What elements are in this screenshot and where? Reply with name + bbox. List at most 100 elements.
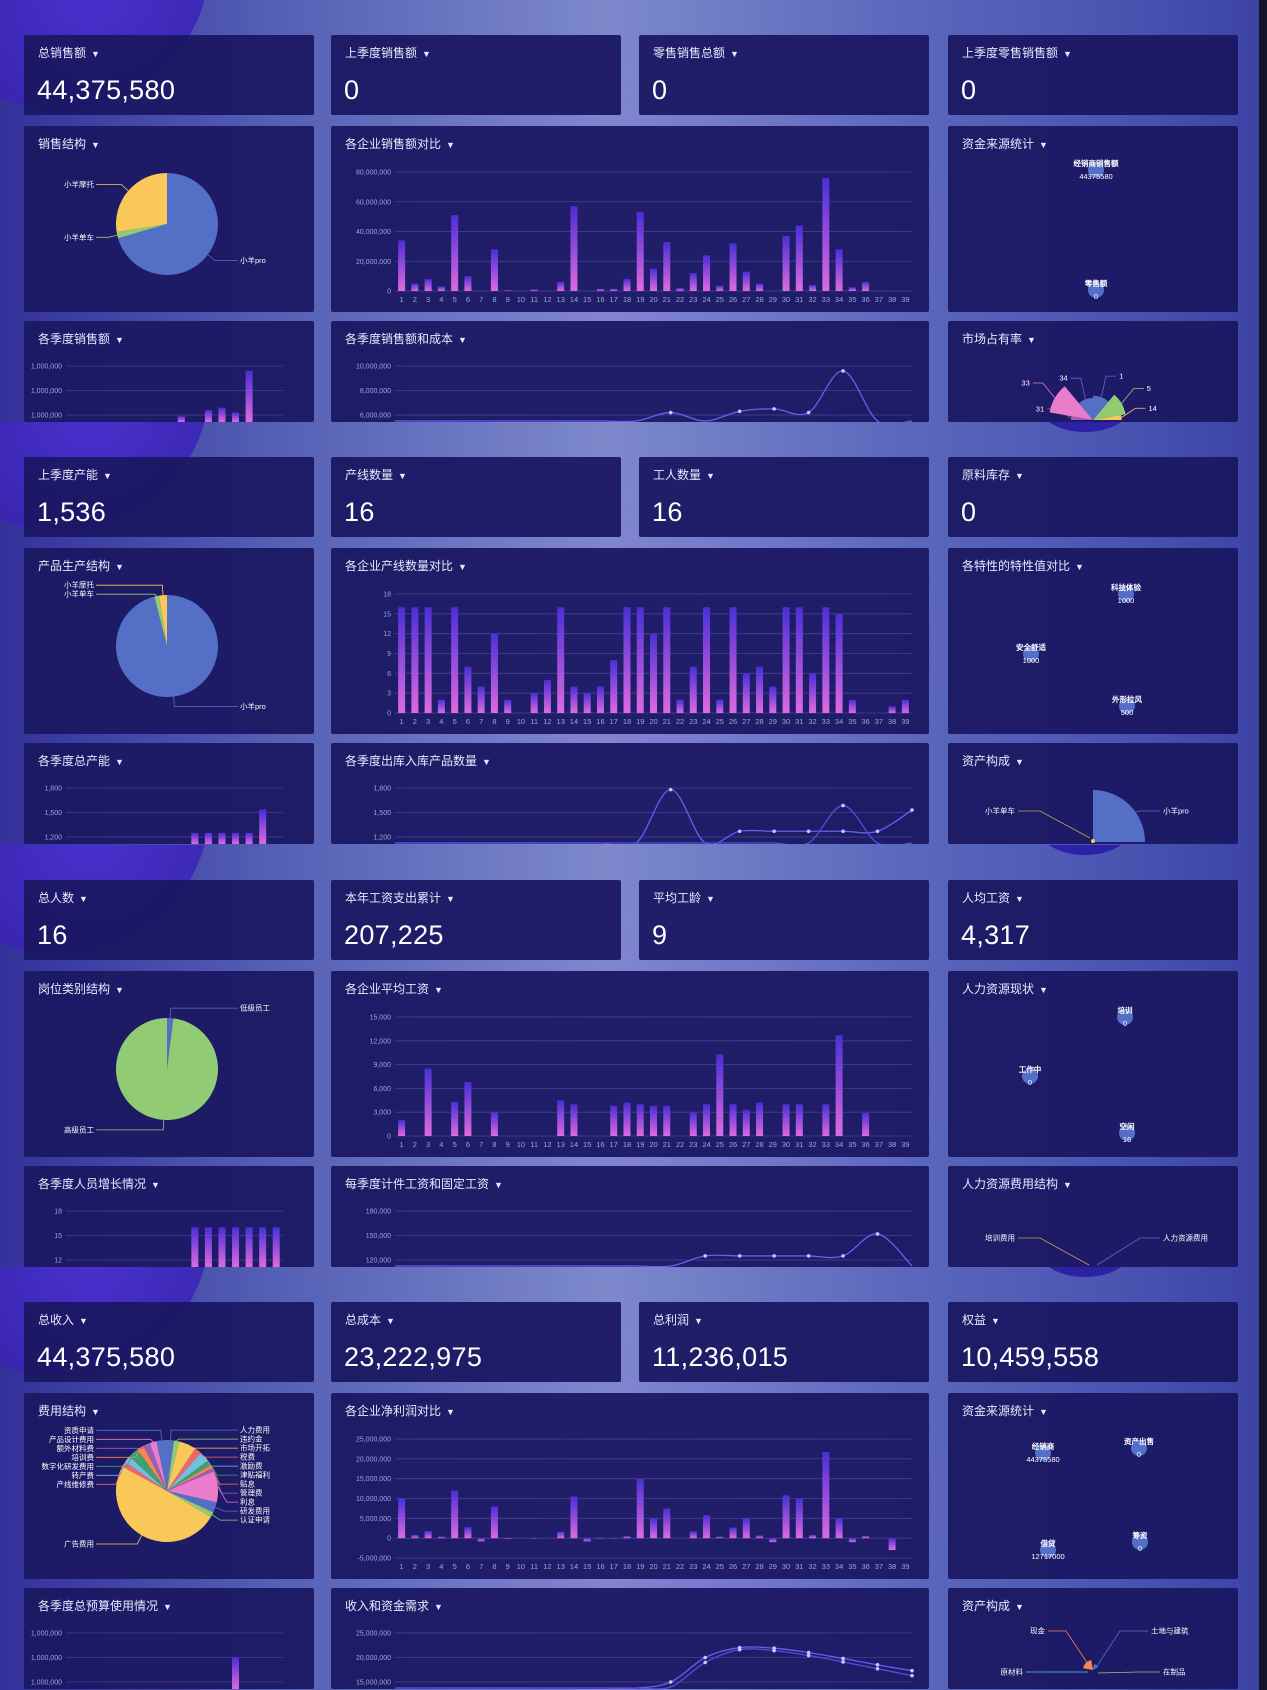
bubble[interactable] [1119, 1125, 1135, 1141]
data-point[interactable] [841, 803, 845, 808]
bar[interactable] [477, 686, 485, 713]
pie-slice[interactable] [143, 1443, 167, 1491]
bar[interactable] [437, 286, 445, 291]
bar[interactable] [729, 1104, 737, 1136]
bar[interactable] [703, 607, 711, 713]
bar[interactable] [822, 1452, 830, 1539]
pie-slice[interactable] [167, 1464, 213, 1491]
caret-down-icon[interactable]: ▼ [91, 140, 100, 150]
pie-slice[interactable] [167, 1441, 196, 1491]
pie-slice[interactable] [167, 1018, 174, 1069]
bar[interactable] [451, 1490, 459, 1539]
bar[interactable] [259, 1227, 267, 1267]
kpi-title[interactable]: 总成本 ▼ [345, 1311, 395, 1328]
pie-slice[interactable] [167, 1460, 211, 1491]
kpi-title[interactable]: 上季度零售销售额 ▼ [962, 44, 1072, 61]
bar[interactable] [862, 1535, 870, 1539]
caret-down-icon[interactable]: ▼ [151, 1180, 160, 1190]
data-point[interactable] [772, 1254, 776, 1258]
kpi-card[interactable]: 总利润 ▼ 11,236,015 [639, 1302, 929, 1382]
kpi-title[interactable]: 总人数 ▼ [38, 889, 88, 906]
bar[interactable] [663, 1508, 671, 1539]
kpi-title[interactable]: 总利润 ▼ [653, 1311, 703, 1328]
data-point[interactable] [841, 369, 845, 373]
bar[interactable] [756, 1102, 764, 1136]
data-point[interactable] [806, 829, 811, 834]
bar[interactable] [570, 1104, 578, 1136]
caret-down-icon[interactable]: ▼ [706, 471, 715, 481]
caret-down-icon[interactable]: ▼ [1015, 1602, 1024, 1612]
data-point[interactable] [910, 808, 914, 812]
caret-down-icon[interactable]: ▼ [458, 335, 467, 345]
bar[interactable] [623, 1536, 631, 1539]
chart-title[interactable]: 各企业产线数量对比 ▼ [345, 557, 467, 574]
data-point[interactable] [910, 1668, 914, 1673]
bar[interactable] [477, 1538, 485, 1542]
pie-slice[interactable] [122, 1462, 167, 1491]
caret-down-icon[interactable]: ▼ [1063, 1180, 1072, 1190]
bar[interactable] [769, 1538, 777, 1543]
bar[interactable] [464, 1082, 472, 1136]
bar[interactable] [703, 1515, 711, 1539]
data-point[interactable] [703, 1660, 707, 1665]
bar[interactable] [835, 249, 843, 291]
pie-slice[interactable] [1093, 790, 1145, 842]
bubble[interactable] [1040, 1542, 1056, 1558]
kpi-card[interactable]: 上季度产能 ▼ 1,536 [24, 457, 314, 537]
caret-down-icon[interactable]: ▼ [434, 1602, 443, 1612]
pie-slice[interactable] [129, 1449, 167, 1491]
bar[interactable] [610, 1105, 618, 1136]
bar[interactable] [795, 1498, 803, 1539]
bar[interactable] [398, 1120, 406, 1136]
pie-slice[interactable] [115, 173, 167, 232]
bar[interactable] [835, 1035, 843, 1136]
caret-down-icon[interactable]: ▼ [1015, 471, 1024, 481]
bar[interactable] [742, 271, 750, 291]
bar[interactable] [232, 832, 240, 844]
caret-down-icon[interactable]: ▼ [1039, 1407, 1048, 1417]
bar[interactable] [769, 686, 777, 713]
data-point[interactable] [806, 1653, 811, 1658]
bar[interactable] [464, 1527, 472, 1539]
data-point[interactable] [668, 787, 673, 792]
data-point[interactable] [841, 1660, 845, 1664]
kpi-title[interactable]: 权益 ▼ [962, 1311, 1000, 1328]
chart-title[interactable]: 人力资源费用结构 ▼ [962, 1175, 1072, 1192]
kpi-card[interactable]: 产线数量 ▼ 16 [331, 457, 621, 537]
bar[interactable] [191, 1227, 199, 1267]
bar[interactable] [451, 1101, 459, 1136]
kpi-card[interactable]: 工人数量 ▼ 16 [639, 457, 929, 537]
data-point[interactable] [875, 1232, 880, 1236]
bar[interactable] [809, 1534, 817, 1539]
pie-slice[interactable] [149, 1441, 167, 1491]
bar[interactable] [437, 699, 445, 713]
caret-down-icon[interactable]: ▼ [79, 894, 88, 904]
chart-title[interactable]: 资金来源统计 ▼ [962, 1402, 1048, 1419]
bar[interactable] [530, 693, 538, 713]
caret-down-icon[interactable]: ▼ [446, 894, 455, 904]
kpi-card[interactable]: 上季度销售额 ▼ 0 [331, 35, 621, 115]
bar[interactable] [451, 607, 459, 713]
kpi-card[interactable]: 平均工龄 ▼ 9 [639, 880, 929, 960]
kpi-card[interactable]: 零售销售总额 ▼ 0 [639, 35, 929, 115]
bar[interactable] [809, 673, 817, 713]
bar[interactable] [782, 1104, 790, 1136]
kpi-card[interactable]: 原料库存 ▼ 0 [948, 457, 1238, 537]
bar[interactable] [245, 370, 253, 422]
bar[interactable] [862, 282, 870, 291]
pie-slice[interactable] [167, 1452, 208, 1491]
bar[interactable] [504, 1538, 512, 1539]
bubble[interactable] [1088, 282, 1104, 298]
kpi-title[interactable]: 本年工资支出累计 ▼ [345, 889, 455, 906]
rose-slice[interactable] [1093, 415, 1122, 420]
rose-slice[interactable] [1078, 398, 1093, 420]
kpi-title[interactable]: 工人数量 ▼ [653, 466, 715, 483]
chart-title[interactable]: 各企业平均工资 ▼ [345, 980, 443, 997]
data-point[interactable] [875, 829, 880, 834]
bar[interactable] [689, 666, 697, 713]
bubble[interactable] [1119, 698, 1135, 714]
bar[interactable] [232, 412, 240, 422]
bar[interactable] [245, 1227, 253, 1267]
bar[interactable] [636, 1104, 644, 1136]
bar[interactable] [610, 1537, 618, 1539]
